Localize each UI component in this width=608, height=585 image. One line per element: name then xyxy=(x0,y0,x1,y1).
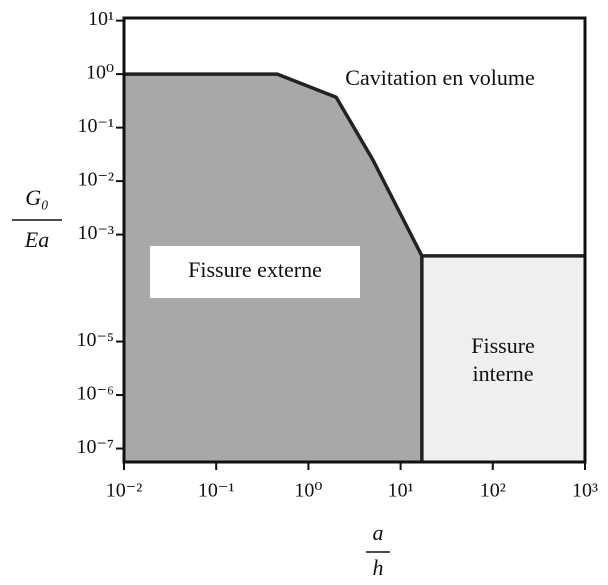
y-tick-label: 10⁻⁶ xyxy=(76,383,114,405)
x-tick-label: 10⁻² xyxy=(106,480,143,502)
region-label: interne xyxy=(472,361,533,386)
label-box xyxy=(150,246,360,298)
y-tick-label: 10¹ xyxy=(88,8,114,30)
x-tick-label: 10⁰ xyxy=(294,480,322,502)
x-tick-label: 10³ xyxy=(572,480,598,502)
y-label-den: Ea xyxy=(24,227,49,252)
plot-frame xyxy=(122,16,587,464)
x-label-den: h xyxy=(373,555,384,580)
region-fissure-interne xyxy=(421,255,585,462)
x-label-num: a xyxy=(373,520,384,545)
y-tick-label: 10⁰ xyxy=(86,62,114,84)
x-tick-label: 10⁻¹ xyxy=(198,480,235,502)
x-tick-label: 10¹ xyxy=(388,480,414,502)
y-label-num: G₀ xyxy=(25,185,49,210)
region-label: Fissure externe xyxy=(188,257,322,282)
y-tick-label: 10⁻³ xyxy=(77,222,114,244)
x-tick-label: 10² xyxy=(480,480,506,502)
region-label: Cavitation en volume xyxy=(345,65,534,90)
region-label: Fissure xyxy=(471,333,535,358)
y-tick-label: 10⁻¹ xyxy=(77,115,114,137)
boundary-line xyxy=(124,72,585,462)
y-tick-label: 10⁻⁵ xyxy=(76,329,114,351)
y-tick-label: 10⁻⁷ xyxy=(76,436,114,458)
y-tick-label: 10⁻² xyxy=(77,169,114,191)
